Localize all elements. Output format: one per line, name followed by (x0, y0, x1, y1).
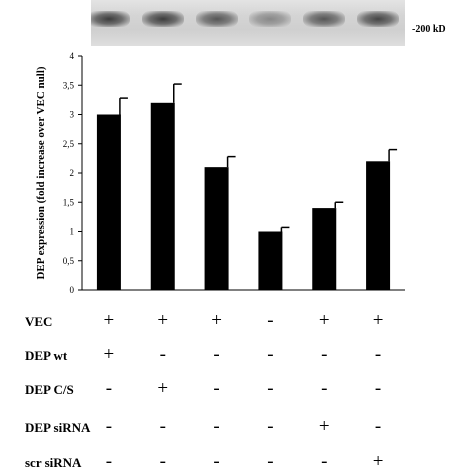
condition-label: scr siRNA (25, 455, 82, 470)
blot-band (195, 11, 238, 27)
bar (204, 167, 229, 290)
condition-label: DEP C/S (25, 382, 74, 397)
minus-sign: - (267, 378, 274, 399)
blot-band (249, 11, 292, 27)
plus-sign: + (157, 310, 169, 331)
minus-sign: - (374, 416, 382, 437)
blot-band (357, 11, 400, 27)
plus-sign: + (372, 451, 384, 472)
blot-band (303, 11, 346, 27)
blot-band (91, 11, 130, 27)
minus-sign: - (159, 416, 166, 437)
minus-sign: - (267, 310, 274, 331)
blot-band (141, 11, 184, 27)
condition-label: DEP siRNA (25, 420, 91, 435)
minus-sign: - (105, 451, 113, 472)
error-bars (119, 83, 398, 232)
minus-sign: - (321, 378, 328, 399)
western-blot-image (91, 0, 405, 46)
plus-sign: + (103, 344, 115, 365)
y-tick-label: 3 (70, 110, 75, 120)
y-tick-label: 0,5 (63, 256, 75, 266)
condition-label: VEC (25, 314, 53, 329)
minus-sign: - (213, 344, 220, 365)
bar (96, 114, 121, 290)
plus-sign: + (318, 416, 330, 437)
chart-axes (81, 56, 405, 291)
y-tick-label: 4 (70, 51, 75, 61)
plus-sign: + (318, 310, 330, 331)
bar (366, 161, 391, 290)
minus-sign: - (267, 451, 274, 472)
minus-sign: - (374, 344, 382, 365)
bar (312, 208, 337, 290)
y-tick-label: 2 (70, 168, 75, 178)
y-tick-label: 1 (70, 227, 75, 237)
y-tick-label: 3,5 (63, 80, 75, 90)
minus-sign: - (321, 344, 328, 365)
bar-chart: 0 0,5 1 1,5 2 2,5 3 3,5 4 DEP expression (fold i… (35, 51, 405, 295)
y-tick-label: 1,5 (63, 197, 75, 207)
minus-sign: - (374, 378, 382, 399)
minus-sign: - (321, 451, 328, 472)
minus-sign: - (267, 416, 274, 437)
minus-sign: - (159, 451, 166, 472)
bar (258, 231, 283, 290)
minus-sign: - (213, 451, 220, 472)
plus-sign: + (211, 310, 222, 331)
y-tick-label: 2,5 (63, 139, 75, 149)
minus-sign: - (267, 344, 274, 365)
minus-sign: - (105, 416, 113, 437)
minus-sign: - (213, 416, 220, 437)
minus-sign: - (213, 378, 220, 399)
minus-sign: - (159, 344, 166, 365)
y-axis-label: DEP expression (fold increase over VEC n… (35, 66, 47, 279)
plus-sign: + (103, 310, 115, 331)
minus-sign: - (105, 378, 113, 399)
bar (150, 102, 175, 290)
condition-label: DEP wt (25, 348, 68, 363)
y-axis-ticks: 0 0,5 1 1,5 2 2,5 3 3,5 4 (63, 51, 82, 295)
plus-sign: + (372, 310, 384, 331)
bar-series (96, 102, 391, 290)
y-tick-label: 0 (70, 285, 75, 295)
blot-size-marker: -200 kD (412, 24, 446, 35)
plus-sign: + (157, 378, 169, 399)
